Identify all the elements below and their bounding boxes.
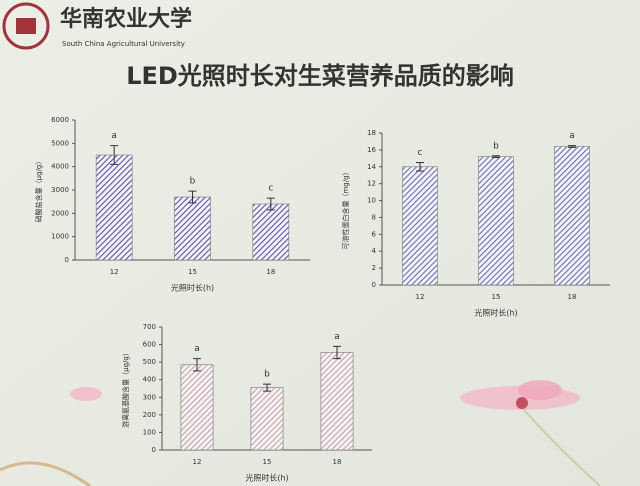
- y-tick-label: 14: [367, 163, 376, 171]
- y-tick-label: 8: [372, 213, 376, 221]
- y-tick-label: 3000: [51, 186, 69, 194]
- y-tick-label: 16: [367, 146, 376, 154]
- bar: [250, 387, 284, 451]
- y-axis-label: 硝酸盐含量（μg/g）: [34, 158, 43, 223]
- slide-title: LED光照时长对生菜营养品质的影响: [126, 62, 514, 90]
- bar: [554, 146, 590, 286]
- significance-label: a: [111, 131, 117, 141]
- x-tick-label: 18: [266, 268, 275, 276]
- significance-label: c: [268, 184, 273, 194]
- error-bar: [110, 145, 119, 165]
- university-name-en: South China Agricultural University: [62, 40, 185, 48]
- y-tick-label: 500: [143, 358, 156, 366]
- x-axis-label: 光照时长(h): [245, 473, 288, 483]
- error-bar: [266, 197, 275, 211]
- significance-label: b: [190, 177, 196, 187]
- y-tick-label: 6000: [51, 116, 69, 124]
- bar: [174, 196, 211, 261]
- y-axis-label: 可溶性蛋白含量（mg/g）: [341, 168, 350, 249]
- x-tick-label: 12: [416, 293, 425, 301]
- y-tick-label: 400: [143, 376, 156, 384]
- error-bar: [492, 155, 500, 158]
- x-tick-label: 15: [492, 293, 501, 301]
- y-tick-label: 2: [372, 264, 376, 272]
- significance-label: b: [493, 141, 499, 151]
- y-tick-label: 10: [367, 197, 376, 205]
- y-axis-label: 游离氨基酸含量（μg/g）: [121, 349, 130, 428]
- y-tick-label: 600: [143, 341, 156, 349]
- significance-label: a: [569, 131, 575, 141]
- significance-label: c: [418, 148, 423, 158]
- significance-label: a: [334, 332, 340, 342]
- university-name: 华南农业大学: [60, 6, 192, 32]
- x-tick-label: 18: [568, 293, 577, 301]
- logo-mark: [16, 18, 36, 34]
- bar: [180, 364, 214, 451]
- y-tick-label: 4: [372, 247, 377, 255]
- y-tick-label: 6: [372, 230, 377, 238]
- y-tick-label: 100: [143, 428, 156, 436]
- error-bar: [568, 145, 576, 148]
- y-tick-label: 300: [143, 393, 156, 401]
- error-bar: [333, 345, 341, 360]
- x-tick-label: 12: [110, 268, 119, 276]
- bar: [252, 203, 290, 261]
- y-tick-label: 2000: [51, 209, 69, 217]
- y-tick-label: 0: [152, 446, 156, 454]
- y-tick-label: 200: [143, 411, 156, 419]
- y-tick-label: 1000: [51, 233, 69, 241]
- bar: [478, 156, 514, 286]
- x-tick-label: 15: [263, 458, 272, 466]
- significance-label: b: [264, 370, 270, 380]
- x-axis-label: 光照时长(h): [474, 308, 517, 318]
- y-tick-label: 700: [143, 323, 156, 331]
- bar: [95, 154, 133, 261]
- error-bar: [193, 358, 201, 372]
- y-tick-label: 0: [65, 256, 69, 264]
- y-tick-label: 4000: [51, 163, 69, 171]
- error-bar: [188, 190, 197, 204]
- x-tick-label: 18: [333, 458, 342, 466]
- y-tick-label: 12: [367, 180, 376, 188]
- y-tick-label: 5000: [51, 139, 69, 147]
- x-axis-label: 光照时长(h): [171, 283, 214, 293]
- significance-label: a: [194, 344, 200, 354]
- error-bar: [263, 383, 271, 392]
- error-bar: [416, 162, 424, 172]
- y-tick-label: 0: [372, 281, 376, 289]
- x-tick-label: 15: [188, 268, 197, 276]
- y-tick-label: 18: [367, 129, 376, 137]
- x-tick-label: 12: [193, 458, 202, 466]
- logo: [2, 2, 50, 50]
- bar: [402, 166, 438, 286]
- flower: [0, 380, 601, 486]
- bar: [320, 352, 354, 451]
